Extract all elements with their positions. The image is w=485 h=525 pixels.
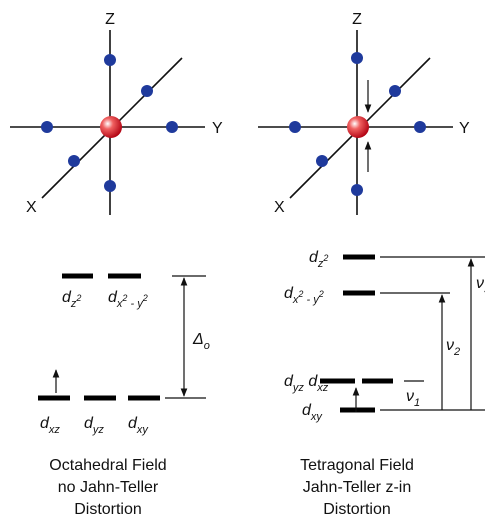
right-levels	[320, 257, 485, 412]
orbital-label: dxz	[40, 415, 60, 436]
label-part: xy	[310, 411, 324, 423]
label-part: ν	[446, 337, 454, 354]
orbital-label: Δo	[192, 331, 210, 352]
label-part: 1	[414, 397, 420, 409]
caption: Distortion	[74, 501, 142, 518]
caption: no Jahn-Teller	[58, 479, 159, 496]
label-part: Δ	[192, 331, 204, 348]
axis-label: Z	[352, 11, 362, 28]
label-part: ν	[406, 388, 414, 405]
label-part: - y	[303, 294, 320, 306]
label-part: o	[204, 340, 210, 352]
orbital-label: dyz	[84, 415, 104, 436]
orbital-label: dx2 - y2	[108, 289, 148, 310]
orbital-label: dz2	[62, 289, 81, 310]
label-part: - y	[127, 298, 144, 310]
orbital-label: dx2 - y2	[284, 285, 324, 306]
label-part: 2	[318, 289, 324, 299]
caption: Jahn-Teller z-in	[303, 479, 411, 496]
label-part: xy	[136, 424, 150, 436]
orbital-label: ν2	[446, 337, 460, 358]
axis-label: Y	[459, 120, 470, 137]
orbital-label: dxy	[302, 402, 323, 423]
label-part: 2	[75, 293, 81, 303]
orbital-label: ν3	[476, 275, 485, 296]
orbital-label: dz2	[309, 249, 328, 270]
caption: Tetragonal Field	[300, 457, 414, 474]
label-part: xz	[48, 424, 61, 436]
label-part: 2	[142, 293, 148, 303]
axis-label: X	[274, 199, 285, 216]
label-part: 2	[453, 346, 460, 358]
right-axes: Z Y X	[258, 11, 470, 216]
orbital-label: dyz dxz	[284, 373, 329, 394]
orbital-label: dxy	[128, 415, 149, 436]
label-part: yz	[292, 382, 305, 394]
axis-label: Z	[105, 11, 115, 28]
diagram: Z Y X Z Y X	[0, 0, 485, 525]
label-part: d	[304, 373, 318, 390]
left-axes: Z Y X	[10, 11, 223, 216]
label-part: xz	[316, 382, 329, 394]
caption: Distortion	[323, 501, 391, 518]
page: Z Y X Z Y X	[0, 0, 485, 525]
label-part: ν	[476, 275, 484, 292]
orbital-label: ν1	[406, 388, 420, 409]
label-part: yz	[92, 424, 105, 436]
axis-label: Y	[212, 120, 223, 137]
label-part: 2	[322, 253, 328, 263]
axis-label: X	[26, 199, 37, 216]
caption: Octahedral Field	[49, 457, 166, 474]
